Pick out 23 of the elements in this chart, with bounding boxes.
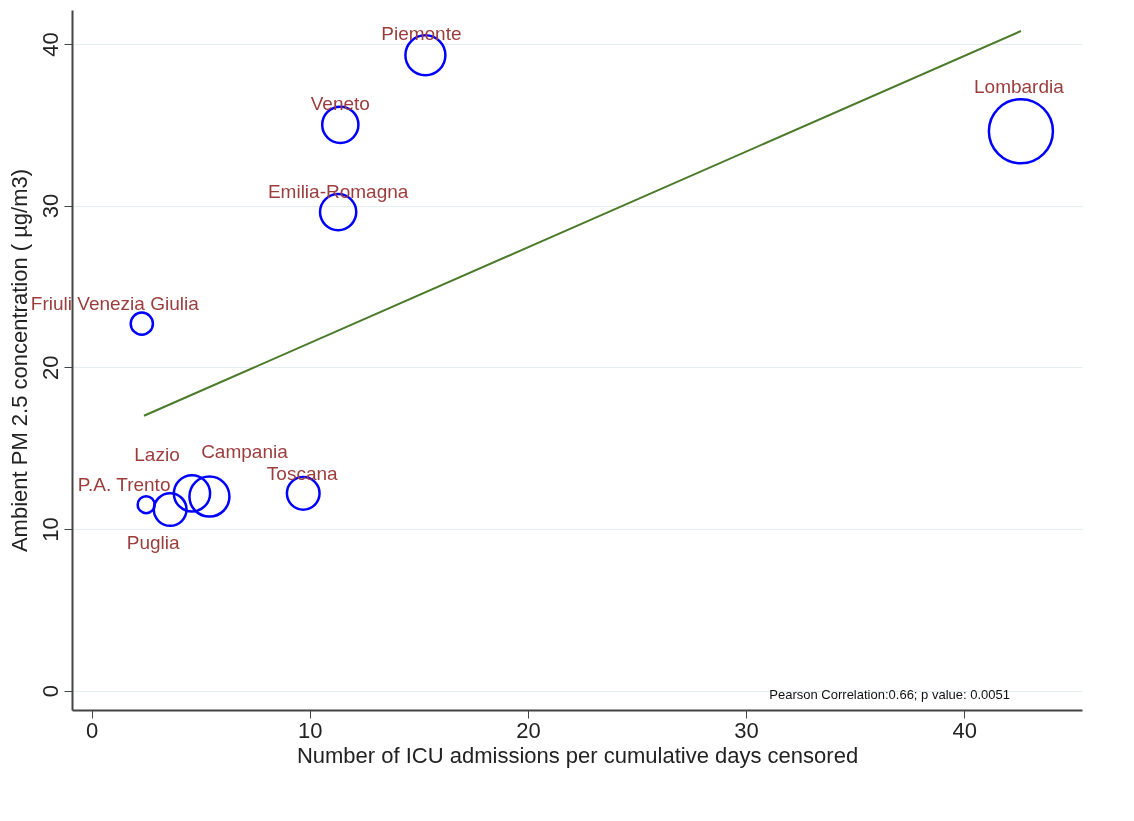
annotation: Emilia-Romagna: [267, 181, 409, 203]
annotation: Veneto: [310, 92, 370, 114]
x-tick-label: 30: [734, 717, 759, 743]
y-tick-label: 40: [37, 32, 63, 57]
y-tick-label: 0: [37, 684, 63, 698]
y-tick-label: 10: [37, 517, 63, 542]
annotation: Piemonte: [381, 23, 462, 45]
x-tick-label: 40: [952, 717, 977, 743]
annotation: Friuli Venezia Giulia: [30, 292, 200, 314]
annotation: Campania: [201, 440, 289, 462]
annotation: Lazio: [134, 444, 180, 466]
x-axis-title: Number of ICU admissions per cumulative days censored: [296, 742, 859, 768]
annotation: Puglia: [126, 531, 180, 553]
y-axis-title: Ambient PM 2.5 concentration ( µg/m3): [6, 168, 32, 553]
x-tick-label: 0: [86, 717, 99, 743]
annotation: Lombardia: [974, 76, 1065, 98]
annotation: Toscana: [266, 463, 339, 485]
annotation: Pearson Correlation:0.66; p value: 0.0051: [769, 687, 1010, 702]
annotation: P.A. Trento: [77, 473, 171, 495]
x-tick-label: 10: [298, 717, 323, 743]
y-tick-label: 20: [37, 355, 63, 381]
y-tick-label: 30: [37, 193, 63, 219]
x-tick-label: 20: [516, 717, 541, 743]
